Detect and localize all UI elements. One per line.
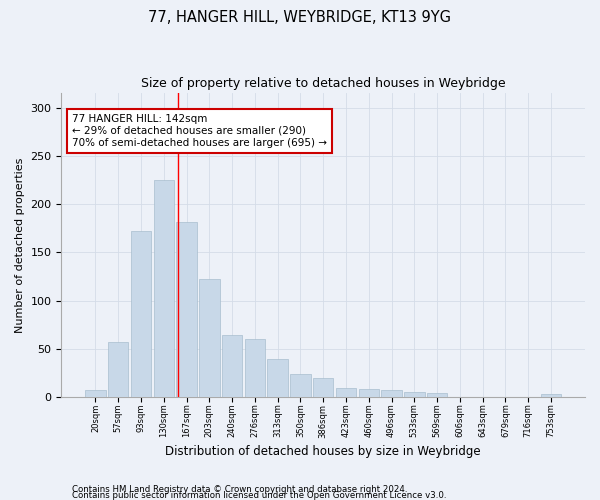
Bar [359,388,379,398]
Bar [154,180,174,398]
Bar [245,340,265,398]
X-axis label: Distribution of detached houses by size in Weybridge: Distribution of detached houses by size … [166,444,481,458]
Bar [268,358,288,398]
Title: Size of property relative to detached houses in Weybridge: Size of property relative to detached ho… [141,78,506,90]
Text: 77, HANGER HILL, WEYBRIDGE, KT13 9YG: 77, HANGER HILL, WEYBRIDGE, KT13 9YG [149,10,452,25]
Bar [176,222,197,398]
Bar [313,378,334,398]
Bar [222,334,242,398]
Bar [381,390,402,398]
Bar [131,231,151,398]
Bar [404,392,425,398]
Text: Contains HM Land Registry data © Crown copyright and database right 2024.: Contains HM Land Registry data © Crown c… [72,484,407,494]
Bar [290,374,311,398]
Text: 77 HANGER HILL: 142sqm
← 29% of detached houses are smaller (290)
70% of semi-de: 77 HANGER HILL: 142sqm ← 29% of detached… [72,114,327,148]
Bar [336,388,356,398]
Bar [541,394,561,398]
Y-axis label: Number of detached properties: Number of detached properties [15,158,25,333]
Text: Contains public sector information licensed under the Open Government Licence v3: Contains public sector information licen… [72,490,446,500]
Bar [199,278,220,398]
Bar [427,394,448,398]
Bar [108,342,128,398]
Bar [85,390,106,398]
